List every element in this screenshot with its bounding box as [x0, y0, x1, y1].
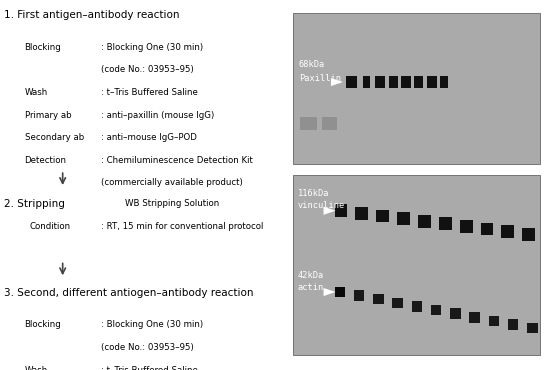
Text: WB Stripping Solution: WB Stripping Solution — [125, 199, 220, 208]
FancyBboxPatch shape — [335, 287, 345, 297]
FancyBboxPatch shape — [489, 316, 499, 326]
Text: : anti–mouse IgG–POD: : anti–mouse IgG–POD — [101, 133, 197, 142]
FancyBboxPatch shape — [508, 319, 518, 330]
Text: 116kDa: 116kDa — [298, 189, 329, 198]
Text: actin: actin — [298, 283, 324, 292]
FancyBboxPatch shape — [440, 76, 447, 88]
Text: : RT, 15 min for conventional protocol: : RT, 15 min for conventional protocol — [101, 222, 263, 231]
FancyBboxPatch shape — [376, 76, 385, 88]
Text: Paxillin: Paxillin — [299, 74, 341, 83]
Text: 42kDa: 42kDa — [298, 272, 324, 280]
Text: 3. Second, different antiogen–antibody reaction: 3. Second, different antiogen–antibody r… — [4, 288, 254, 298]
FancyBboxPatch shape — [481, 223, 493, 235]
Text: (commercially available product): (commercially available product) — [101, 178, 243, 187]
Text: 68kDa: 68kDa — [299, 60, 325, 69]
Polygon shape — [324, 288, 336, 296]
FancyBboxPatch shape — [450, 309, 461, 319]
Text: : Blocking One (30 min): : Blocking One (30 min) — [101, 320, 203, 329]
Polygon shape — [324, 207, 336, 215]
FancyBboxPatch shape — [377, 210, 389, 222]
Text: : t–Tris Buffered Saline: : t–Tris Buffered Saline — [101, 366, 198, 370]
FancyBboxPatch shape — [322, 117, 337, 130]
FancyBboxPatch shape — [392, 297, 403, 308]
Text: Blocking: Blocking — [25, 43, 61, 52]
FancyBboxPatch shape — [373, 294, 384, 305]
FancyBboxPatch shape — [300, 117, 317, 130]
Text: Wash: Wash — [25, 366, 48, 370]
Text: : Blocking One (30 min): : Blocking One (30 min) — [101, 43, 203, 52]
Text: Detection: Detection — [25, 156, 66, 165]
FancyBboxPatch shape — [501, 225, 514, 238]
FancyBboxPatch shape — [439, 218, 452, 230]
FancyBboxPatch shape — [346, 76, 357, 88]
FancyBboxPatch shape — [397, 212, 410, 225]
FancyBboxPatch shape — [427, 76, 437, 88]
Text: (code No.: 03953–95): (code No.: 03953–95) — [101, 343, 193, 352]
FancyBboxPatch shape — [401, 76, 411, 88]
FancyBboxPatch shape — [460, 220, 473, 233]
Text: vinculine: vinculine — [298, 201, 345, 210]
Polygon shape — [331, 78, 343, 86]
Text: Condition: Condition — [30, 222, 71, 231]
Text: (code No.: 03953–95): (code No.: 03953–95) — [101, 65, 193, 74]
Text: Blocking: Blocking — [25, 320, 61, 329]
Text: Secondary ab: Secondary ab — [25, 133, 84, 142]
FancyBboxPatch shape — [418, 215, 431, 228]
FancyBboxPatch shape — [355, 207, 368, 220]
FancyBboxPatch shape — [335, 205, 348, 217]
FancyBboxPatch shape — [431, 305, 441, 315]
FancyBboxPatch shape — [522, 228, 535, 240]
FancyBboxPatch shape — [469, 312, 480, 323]
Text: Wash: Wash — [25, 88, 48, 97]
FancyBboxPatch shape — [411, 301, 422, 312]
Text: : Chemiluminescence Detection Kit: : Chemiluminescence Detection Kit — [101, 156, 253, 165]
FancyBboxPatch shape — [354, 290, 364, 301]
Text: 2. Stripping: 2. Stripping — [4, 199, 65, 209]
Text: 1. First antigen–antibody reaction: 1. First antigen–antibody reaction — [4, 10, 180, 20]
FancyBboxPatch shape — [293, 175, 540, 355]
Text: : anti–paxillin (mouse IgG): : anti–paxillin (mouse IgG) — [101, 111, 214, 120]
Text: : t–Tris Buffered Saline: : t–Tris Buffered Saline — [101, 88, 198, 97]
FancyBboxPatch shape — [363, 76, 371, 88]
FancyBboxPatch shape — [389, 76, 398, 88]
FancyBboxPatch shape — [414, 76, 423, 88]
FancyBboxPatch shape — [527, 323, 537, 333]
FancyBboxPatch shape — [293, 13, 540, 164]
Text: Primary ab: Primary ab — [25, 111, 71, 120]
